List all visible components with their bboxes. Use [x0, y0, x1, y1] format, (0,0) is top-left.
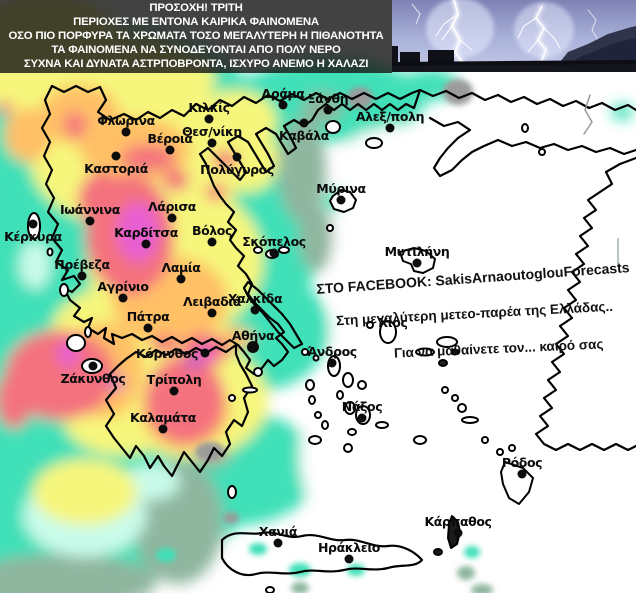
city-dot — [385, 123, 395, 133]
warning-line: ΟΣΟ ΠΙΟ ΠΟΡΦΥΡΑ ΤΑ ΧΡΩΜΑΤΑ ΤΟΣΟ ΜΕΓΑΛΥΤΕ… — [8, 30, 384, 42]
city-dot — [207, 237, 217, 247]
city-dot — [143, 323, 153, 333]
map-artifact-line — [617, 238, 619, 266]
city-dot — [77, 271, 87, 281]
city-dot — [207, 138, 217, 148]
city-dot — [232, 152, 242, 162]
city-dot — [88, 361, 98, 371]
city-dot — [141, 239, 151, 249]
city-dot — [327, 358, 337, 368]
city-dot — [323, 105, 333, 115]
city-dot — [200, 348, 210, 358]
city-dot — [517, 469, 527, 479]
city-dot — [176, 274, 186, 284]
city-dot — [247, 341, 259, 353]
city-dot — [269, 248, 279, 258]
city-dot — [121, 127, 131, 137]
city-dot — [167, 213, 177, 223]
warning-banner: ΠΡΟΣΟΧΗ! ΤΡΙΤΗ ΠΕΡΙΟΧΕΣ ΜΕ ΕΝΤΟΝΑ ΚΑΙΡΙΚ… — [0, 0, 392, 73]
city-dot — [158, 424, 168, 434]
warning-line: ΠΡΟΣΟΧΗ! ΤΡΙΤΗ — [149, 2, 243, 14]
city-dot — [169, 386, 179, 396]
lightning-photo — [392, 0, 636, 72]
city-dot — [344, 554, 354, 564]
city-dot — [273, 538, 283, 548]
city-dot — [111, 151, 121, 161]
city-dot — [207, 308, 217, 318]
city-dot — [204, 114, 214, 124]
lightning-photo-art — [392, 0, 636, 72]
city-dot — [165, 145, 175, 155]
city-dot — [412, 258, 422, 268]
city-dot — [28, 219, 38, 229]
city-dot — [299, 118, 309, 128]
city-dot — [278, 100, 288, 110]
warning-line: ΠΕΡΙΟΧΕΣ ΜΕ ΕΝΤΟΝΑ ΚΑΙΡΙΚΑ ΦΑΙΝΟΜΕΝΑ — [73, 16, 319, 28]
warning-line: ΤΑ ΦΑΙΝΟΜΕΝΑ ΝΑ ΣΥΝΟΔΕΥΟΝΤΑΙ ΑΠΟ ΠΟΛΥ ΝΕ… — [51, 44, 341, 56]
city-dot — [85, 216, 95, 226]
city-dot — [250, 305, 260, 315]
city-dot — [357, 413, 367, 423]
city-dot — [336, 195, 346, 205]
warning-line: ΣΥΧΝΑ ΚΑΙ ΔΥΝΑΤΑ ΑΣΤΡΠΟΒΡΟΝΤΑ, ΙΣΧΥΡΟ ΑΝ… — [23, 58, 369, 70]
city-dot — [118, 293, 128, 303]
city-dot — [453, 528, 463, 538]
